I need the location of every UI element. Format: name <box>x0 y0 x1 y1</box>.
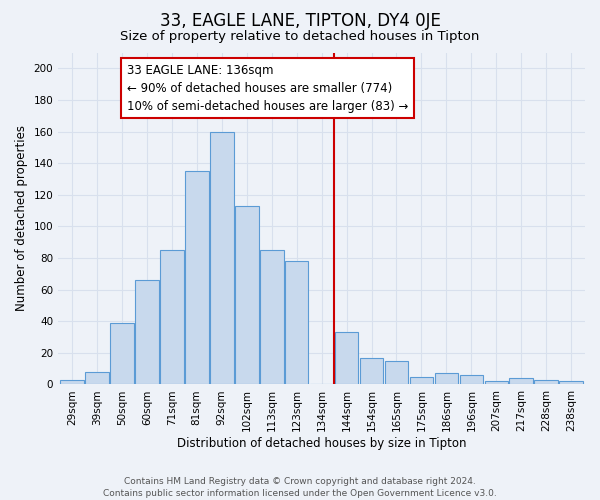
Bar <box>85 372 109 384</box>
Bar <box>285 261 308 384</box>
Bar <box>410 376 433 384</box>
Bar <box>509 378 533 384</box>
Bar <box>160 250 184 384</box>
Bar <box>485 382 508 384</box>
Bar <box>559 382 583 384</box>
Bar <box>185 171 209 384</box>
Bar <box>110 323 134 384</box>
Bar <box>210 132 233 384</box>
Text: Size of property relative to detached houses in Tipton: Size of property relative to detached ho… <box>121 30 479 43</box>
Y-axis label: Number of detached properties: Number of detached properties <box>15 126 28 312</box>
Bar <box>535 380 558 384</box>
Bar <box>460 375 483 384</box>
Bar <box>235 206 259 384</box>
Text: Contains HM Land Registry data © Crown copyright and database right 2024.
Contai: Contains HM Land Registry data © Crown c… <box>103 476 497 498</box>
Text: 33, EAGLE LANE, TIPTON, DY4 0JE: 33, EAGLE LANE, TIPTON, DY4 0JE <box>160 12 440 30</box>
Bar <box>359 358 383 384</box>
Bar <box>434 374 458 384</box>
Bar <box>385 360 409 384</box>
Bar <box>135 280 158 384</box>
Text: 33 EAGLE LANE: 136sqm
← 90% of detached houses are smaller (774)
10% of semi-det: 33 EAGLE LANE: 136sqm ← 90% of detached … <box>127 64 408 112</box>
X-axis label: Distribution of detached houses by size in Tipton: Distribution of detached houses by size … <box>177 437 466 450</box>
Bar <box>335 332 358 384</box>
Bar <box>260 250 284 384</box>
Bar <box>60 380 84 384</box>
